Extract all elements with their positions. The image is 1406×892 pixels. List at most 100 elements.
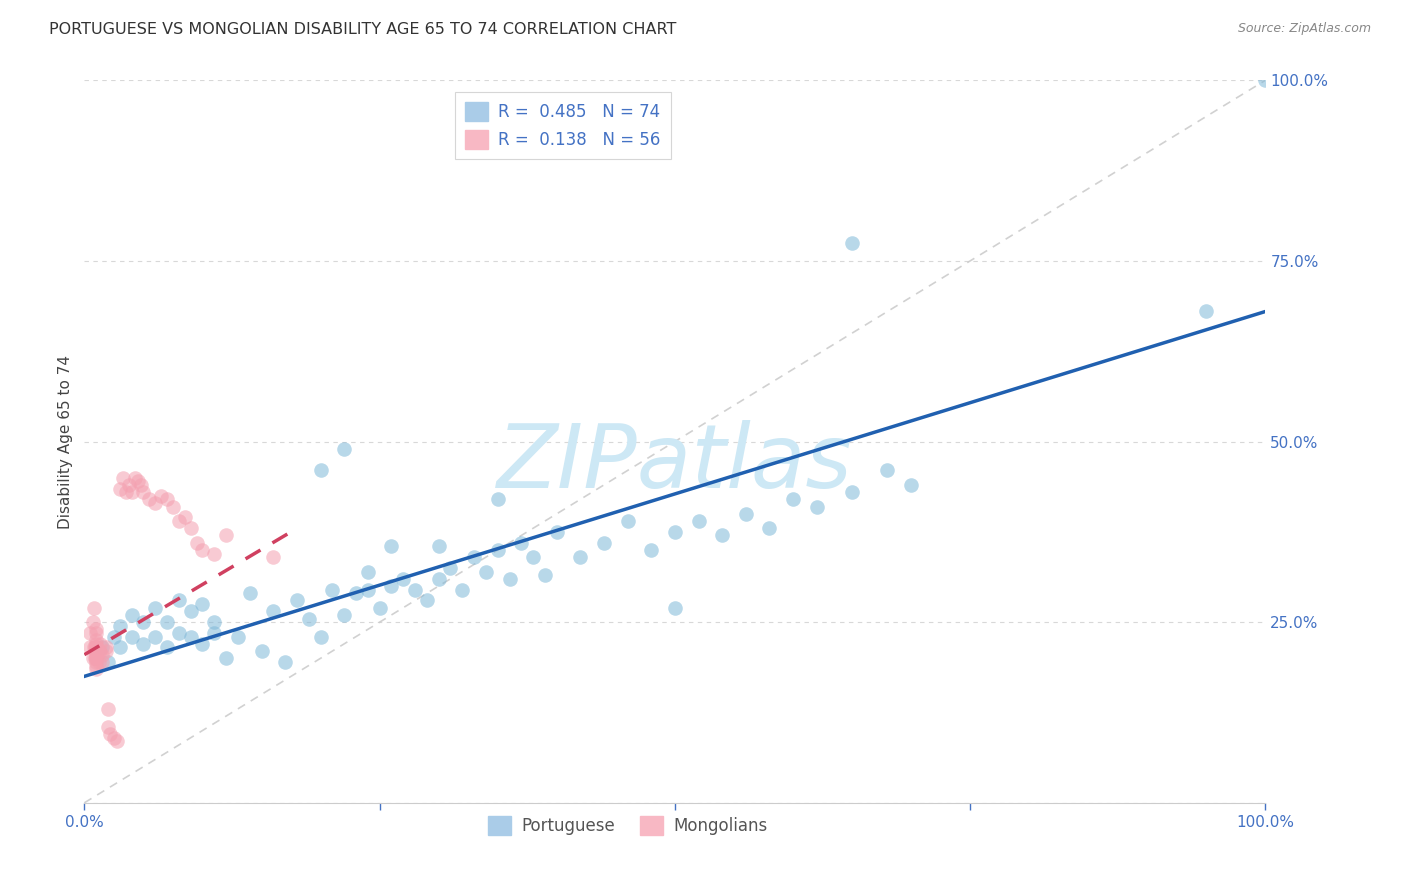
- Point: [191, 542, 214, 557]
- Point: [202, 615, 225, 630]
- Point: [357, 582, 380, 597]
- Point: [734, 507, 756, 521]
- Point: [475, 565, 498, 579]
- Point: [285, 593, 308, 607]
- Point: [546, 524, 568, 539]
- Point: [380, 579, 402, 593]
- Point: [91, 648, 114, 662]
- Point: [82, 651, 104, 665]
- Point: [368, 600, 391, 615]
- Point: [84, 658, 107, 673]
- Point: [664, 600, 686, 615]
- Point: [344, 586, 367, 600]
- Text: Source: ZipAtlas.com: Source: ZipAtlas.com: [1237, 22, 1371, 36]
- Point: [84, 651, 107, 665]
- Point: [132, 485, 155, 500]
- Point: [309, 630, 332, 644]
- Point: [534, 568, 557, 582]
- Point: [186, 535, 208, 549]
- Point: [416, 593, 439, 607]
- Point: [79, 626, 101, 640]
- Point: [97, 720, 120, 734]
- Point: [108, 482, 131, 496]
- Text: PORTUGUESE VS MONGOLIAN DISABILITY AGE 65 TO 74 CORRELATION CHART: PORTUGUESE VS MONGOLIAN DISABILITY AGE 6…: [49, 22, 676, 37]
- Point: [900, 478, 922, 492]
- Point: [239, 586, 262, 600]
- Point: [167, 514, 190, 528]
- Point: [82, 615, 104, 630]
- Point: [84, 655, 107, 669]
- Point: [202, 547, 225, 561]
- Point: [143, 496, 166, 510]
- Point: [298, 611, 321, 625]
- Point: [876, 463, 898, 477]
- Point: [132, 637, 155, 651]
- Point: [84, 626, 107, 640]
- Point: [83, 600, 105, 615]
- Point: [97, 655, 120, 669]
- Point: [94, 644, 117, 658]
- Point: [150, 489, 173, 503]
- Point: [84, 637, 107, 651]
- Point: [510, 535, 533, 549]
- Point: [79, 640, 101, 655]
- Point: [97, 702, 120, 716]
- Point: [108, 640, 131, 655]
- Point: [664, 524, 686, 539]
- Point: [127, 475, 149, 489]
- Point: [522, 550, 544, 565]
- Point: [215, 528, 238, 542]
- Point: [427, 539, 450, 553]
- Point: [758, 521, 780, 535]
- Point: [167, 593, 190, 607]
- Point: [806, 500, 828, 514]
- Point: [380, 539, 402, 553]
- Point: [143, 630, 166, 644]
- Point: [427, 572, 450, 586]
- Point: [84, 662, 107, 676]
- Point: [640, 542, 662, 557]
- Point: [180, 521, 202, 535]
- Point: [162, 500, 184, 514]
- Point: [156, 615, 179, 630]
- Point: [103, 731, 125, 745]
- Point: [262, 550, 284, 565]
- Point: [498, 572, 520, 586]
- Point: [250, 644, 273, 658]
- Point: [87, 655, 110, 669]
- Point: [226, 630, 249, 644]
- Point: [463, 550, 485, 565]
- Point: [84, 651, 107, 665]
- Point: [688, 514, 710, 528]
- Point: [138, 492, 160, 507]
- Point: [87, 644, 110, 658]
- Point: [89, 637, 111, 651]
- Point: [1254, 73, 1277, 87]
- Point: [486, 542, 509, 557]
- Point: [180, 630, 202, 644]
- Point: [333, 607, 356, 622]
- Point: [89, 644, 111, 658]
- Point: [167, 626, 190, 640]
- Point: [191, 637, 214, 651]
- Point: [132, 615, 155, 630]
- Point: [215, 651, 238, 665]
- Point: [121, 630, 143, 644]
- Point: [841, 485, 863, 500]
- Point: [84, 644, 107, 658]
- Point: [84, 623, 107, 637]
- Point: [357, 565, 380, 579]
- Point: [124, 470, 146, 484]
- Point: [841, 235, 863, 250]
- Point: [84, 651, 107, 665]
- Point: [782, 492, 804, 507]
- Point: [156, 492, 179, 507]
- Point: [404, 582, 426, 597]
- Point: [274, 655, 297, 669]
- Point: [114, 485, 136, 500]
- Point: [711, 528, 734, 542]
- Point: [108, 619, 131, 633]
- Point: [173, 510, 195, 524]
- Point: [439, 561, 461, 575]
- Point: [486, 492, 509, 507]
